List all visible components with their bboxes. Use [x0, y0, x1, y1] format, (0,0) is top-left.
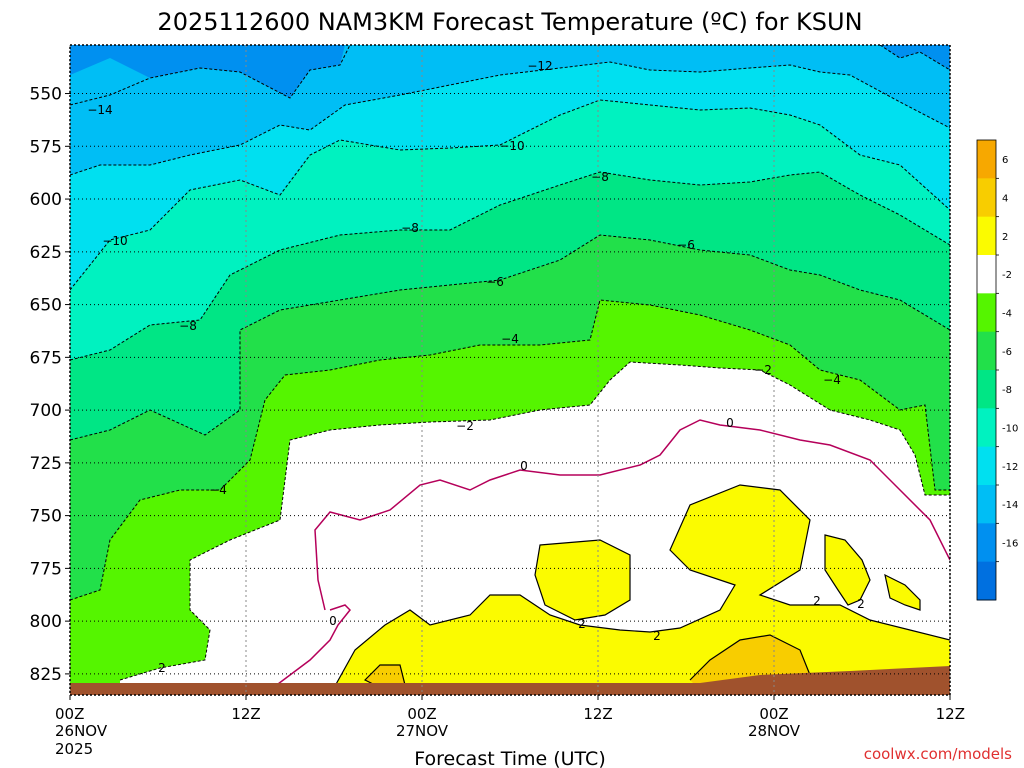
contour-label: 2: [857, 597, 865, 611]
colorbar-swatch: [977, 216, 996, 256]
x-axis-title: Forecast Time (UTC): [414, 748, 605, 768]
y-tick-label: 725: [30, 454, 62, 474]
x-tick-label: 00Z: [55, 705, 84, 723]
contour-label: −8: [179, 319, 197, 333]
contour-label: 2: [578, 617, 586, 631]
contour-minus-12: [70, 61, 950, 176]
x-tick-date: 27NOV: [396, 722, 449, 740]
colorbar-swatch: [977, 446, 996, 486]
contour-label: 0: [520, 459, 528, 473]
contour-minus-14: [70, 45, 950, 106]
colorbar-swatch: [977, 561, 996, 601]
contour-label: −8: [591, 170, 609, 184]
y-tick-label: 575: [30, 137, 62, 157]
x-tick-label: 00Z: [407, 705, 436, 723]
contour-label: −10: [102, 234, 127, 248]
colorbar-label: -10: [1002, 424, 1018, 435]
contour-label: −4: [501, 332, 519, 346]
y-tick-label: 675: [30, 348, 62, 368]
contour-label: −8: [401, 221, 419, 235]
x-tick-date: 26NOV: [55, 722, 108, 740]
y-tick-label: 825: [30, 665, 62, 685]
x-tick-label: 00Z: [759, 705, 788, 723]
colorbar: 6 4 2 -2 -4 -6 -8 -10 -12 -14 -16: [976, 139, 1018, 601]
contour-label: −14: [87, 103, 112, 117]
y-tick-label: 800: [30, 612, 62, 632]
contour-minus-2: [119, 361, 950, 681]
contour-zero: [269, 419, 950, 691]
colorbar-label: 2: [1002, 232, 1008, 243]
contour-label: 2: [158, 661, 166, 675]
plot-frame: [69, 44, 951, 696]
colorbar-label: -6: [1002, 347, 1012, 358]
colorbar-label: -8: [1002, 385, 1012, 396]
contour-minus-6: [70, 234, 950, 441]
ground-terrain-rise: [700, 666, 950, 683]
colorbar-swatch: [977, 485, 996, 524]
y-tick-label: 550: [30, 85, 62, 105]
colorbar-swatch: [977, 523, 996, 563]
x-tick-date: 28NOV: [748, 722, 801, 740]
y-tick-label: 625: [30, 243, 62, 263]
colorbar-swatch: [977, 293, 996, 333]
contour-label: 0: [329, 614, 337, 628]
x-tick-label: 12Z: [231, 705, 260, 723]
y-tick-label: 775: [30, 559, 62, 579]
band-plus-2: [330, 485, 950, 695]
contour-plus-2: [329, 484, 950, 695]
contour-labels: −14 −12 −10 −10 −8 −8 −8 −6 −6 −4 −4 −4 …: [87, 59, 864, 675]
credit-link[interactable]: coolwx.com/models: [864, 745, 1012, 763]
contour-minus-8: [70, 171, 950, 361]
ground-terrain: [70, 683, 950, 695]
colorbar-label: 6: [1002, 155, 1008, 166]
contour-label: −6: [486, 275, 504, 289]
colorbar-swatch: [977, 178, 996, 218]
colorbar-label: -4: [1002, 309, 1012, 320]
contour-label: −4: [823, 373, 841, 387]
contour-minus-10: [70, 99, 950, 291]
contour-label: 2: [813, 594, 821, 608]
y-tick-label: 700: [30, 401, 62, 421]
contour-minus-4: [70, 299, 950, 601]
y-tick-label: 600: [30, 190, 62, 210]
contour-label: −6: [677, 238, 695, 252]
y-axis: 550 575 600 625 650 675 700 725 750 775 800 825: [30, 85, 70, 685]
filled-contours: [70, 45, 950, 695]
colorbar-swatch: [977, 408, 996, 448]
colorbar-swatch: [977, 255, 996, 294]
colorbar-swatch: [977, 370, 996, 409]
contour-label: −2: [754, 363, 772, 377]
contour-label: −10: [499, 139, 524, 153]
contour-label: 2: [653, 629, 661, 643]
contour-label: −4: [209, 483, 227, 497]
chart-title: 2025112600 NAM3KM Forecast Temperature (…: [157, 8, 862, 36]
contour-label: −12: [527, 59, 552, 73]
contour-label: 0: [726, 416, 734, 430]
contour-lines: [70, 45, 950, 695]
x-tick-label: 12Z: [583, 705, 612, 723]
colorbar-swatch: [977, 331, 996, 371]
colorbar-swatch: [977, 140, 996, 179]
band-minus-16: [70, 45, 950, 98]
colorbar-label: -16: [1002, 539, 1018, 550]
colorbar-label: -12: [1002, 462, 1018, 473]
y-tick-label: 750: [30, 507, 62, 527]
colorbar-label: -14: [1002, 500, 1018, 511]
y-tick-label: 650: [30, 296, 62, 316]
x-tick-label: 12Z: [936, 705, 965, 723]
contour-label: −2: [456, 419, 474, 433]
colorbar-label: -2: [1002, 270, 1012, 281]
x-tick-year: 2025: [55, 740, 93, 758]
band-plus-4: [365, 635, 810, 690]
colorbar-label: 4: [1002, 194, 1008, 205]
